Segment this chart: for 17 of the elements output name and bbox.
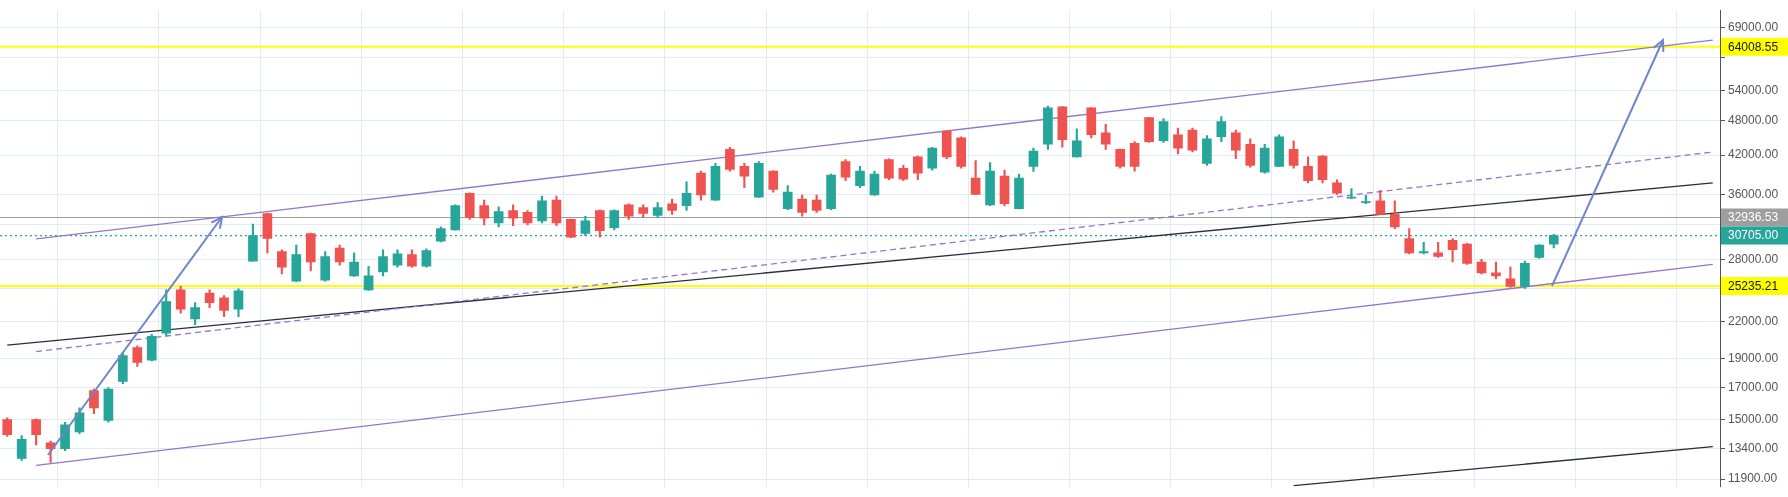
ref-line-label: 64008.55 [1728,39,1779,54]
y-tick-label: 54000.00 [1728,82,1779,97]
y-tick-label: 17000.00 [1728,379,1779,394]
candlestick [1346,188,1357,199]
y-tick-label: 19000.00 [1728,351,1779,366]
y-tick-label: 36000.00 [1728,186,1779,201]
y-tick-label: 15000.00 [1728,411,1779,426]
y-tick-label: 28000.00 [1728,251,1779,266]
y-tick-label: 22000.00 [1728,313,1779,328]
y-tick-label: 48000.00 [1728,113,1779,128]
y-tick-label: 11900.00 [1728,471,1778,486]
ref-line-label: 32936.53 [1728,210,1779,225]
y-tick-label: 42000.00 [1728,147,1779,162]
ref-line-label: 30705.00 [1728,228,1779,243]
y-tick-label: 69000.00 [1728,19,1779,34]
ref-line-label: 25235.21 [1728,278,1779,293]
y-tick-label: 13400.00 [1728,440,1779,455]
